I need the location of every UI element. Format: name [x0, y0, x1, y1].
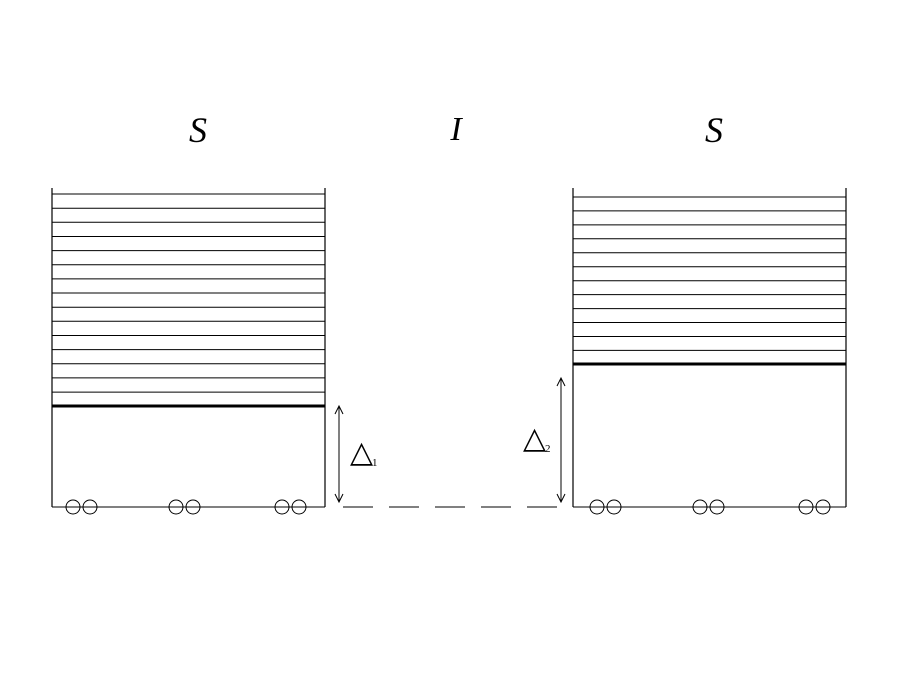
right-displacement-arrow [556, 376, 566, 504]
left-compartment: △ 1 [51, 188, 378, 515]
wheel [798, 499, 814, 515]
wheel [185, 499, 201, 515]
wheel [589, 499, 605, 515]
middle-letter-label: I [449, 111, 463, 148]
wheel [815, 499, 831, 515]
displacement-2-symbol: △ [523, 421, 546, 456]
left-letter-label: S [189, 110, 207, 150]
right-wheels [589, 499, 831, 515]
right-letter-label: S [705, 110, 723, 150]
wheel [82, 499, 98, 515]
wheel [274, 499, 290, 515]
wheel [291, 499, 307, 515]
wheel [606, 499, 622, 515]
wheel [709, 499, 725, 515]
wheel [65, 499, 81, 515]
displacement-1-symbol: △ [350, 435, 373, 470]
left-stratified-layers [52, 193, 325, 393]
displacement-1-subscript: 1 [372, 457, 378, 469]
right-compartment: △ 2 [523, 188, 847, 515]
wheel [692, 499, 708, 515]
left-displacement-arrow [334, 404, 344, 504]
wheel [168, 499, 184, 515]
displacement-2-subscript: 2 [545, 443, 551, 455]
left-wheels [65, 499, 307, 515]
right-stratified-layers [573, 196, 846, 351]
